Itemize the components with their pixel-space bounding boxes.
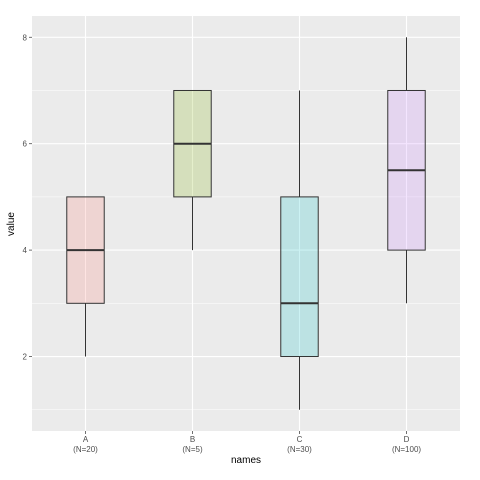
boxes (66, 37, 426, 410)
x-tick-sublabel: (N=5) (182, 445, 203, 454)
y-tick-label: 8 (23, 33, 28, 42)
y-axis-title: value (6, 212, 17, 236)
x-tick-sublabel: (N=20) (73, 445, 98, 454)
box-c (280, 90, 319, 410)
box-a (66, 196, 105, 357)
x-axis-ticks: A(N=20) B(N=5) C(N=30) D(N=100) (73, 431, 421, 454)
y-tick-label: 2 (23, 353, 28, 362)
y-tick-label: 4 (23, 246, 28, 255)
box-d (387, 37, 426, 304)
x-tick-label: C (297, 435, 303, 444)
x-tick-sublabel: (N=100) (392, 445, 421, 454)
x-axis-title: names (231, 455, 261, 466)
x-tick-label: D (404, 435, 410, 444)
x-tick-label: A (83, 435, 89, 444)
y-tick-label: 6 (23, 140, 28, 149)
x-tick-label: B (190, 435, 195, 444)
box-body (280, 196, 319, 358)
x-tick-sublabel: (N=30) (287, 445, 312, 454)
box-b (173, 89, 212, 251)
plot-panel (32, 16, 460, 431)
y-axis-ticks: 2 4 6 8 (23, 33, 32, 362)
